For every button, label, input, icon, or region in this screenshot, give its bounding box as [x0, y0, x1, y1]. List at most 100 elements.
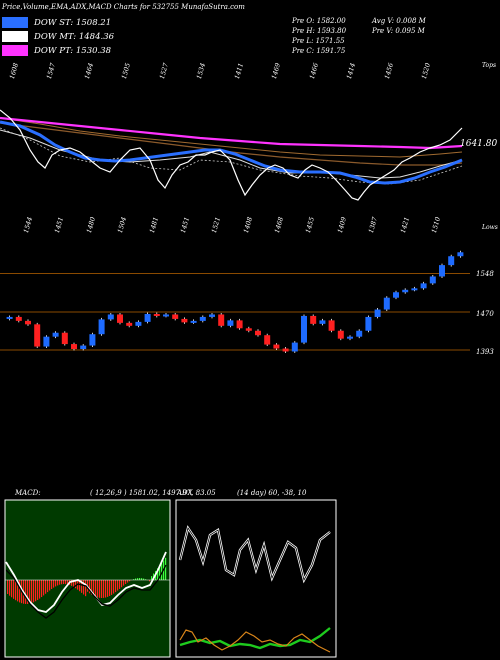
- macd-bar: [127, 580, 129, 583]
- macd-bar: [27, 580, 29, 604]
- price-level-1548: 1548: [476, 270, 494, 278]
- candle-body: [264, 335, 271, 345]
- candle-body: [15, 316, 22, 321]
- candle-body: [6, 316, 13, 319]
- adx-plus-di-line: [179, 627, 331, 650]
- macd-bar: [95, 580, 97, 597]
- macd-bar: [161, 563, 163, 580]
- macd-bar: [35, 580, 37, 602]
- candle-body: [98, 319, 105, 335]
- macd-bar: [49, 580, 51, 591]
- macd-bar: [11, 580, 13, 598]
- macd-bar: [135, 578, 137, 580]
- adx-white-line-shadow: [179, 527, 331, 582]
- ema-label-tops: Tops: [482, 62, 497, 69]
- macd-bar: [37, 580, 39, 600]
- candle-body: [52, 332, 59, 337]
- macd-params: ( 12,26,9 ) 1581.02, 1497.97, 83.05: [90, 489, 216, 497]
- candle-body: [218, 314, 225, 326]
- candle-body: [411, 288, 418, 291]
- candle-body: [236, 320, 243, 329]
- stat-open: Pre O: 1582.00: [292, 17, 346, 25]
- candle-body: [374, 309, 381, 317]
- macd-bar: [129, 580, 131, 582]
- candle-body: [190, 320, 197, 323]
- candle-body: [448, 256, 455, 266]
- candle-body: [291, 342, 298, 352]
- legend-dow-pt: DOW PT: 1530.38: [2, 45, 111, 56]
- candle-body: [365, 316, 372, 331]
- candle-body: [328, 320, 335, 331]
- candle-body: [439, 265, 445, 277]
- candle-body: [144, 313, 151, 322]
- macd-bar: [123, 580, 125, 586]
- macd-bar: [117, 580, 119, 591]
- macd-bar: [133, 579, 135, 580]
- candle-body: [227, 320, 234, 326]
- macd-bar: [19, 580, 21, 603]
- candle-body: [457, 252, 464, 257]
- macd-bar: [13, 580, 15, 599]
- macd-bar: [55, 580, 57, 587]
- macd-bar: [63, 580, 65, 585]
- macd-bar: [45, 580, 47, 594]
- macd-bar: [121, 580, 123, 588]
- candle-body: [61, 332, 68, 345]
- candle-body: [80, 345, 87, 350]
- adx-minus-di-line: [179, 629, 331, 653]
- dow-mt-label: DOW MT: 1484.36: [34, 32, 115, 42]
- macd-bar: [113, 580, 115, 594]
- macd-bar: [137, 578, 139, 580]
- macd-signal-line: [5, 564, 167, 619]
- candle-body: [393, 292, 399, 298]
- candle-body: [34, 324, 41, 347]
- candle-body: [319, 320, 326, 324]
- macd-bar: [85, 580, 87, 597]
- macd-panel: [4, 499, 171, 658]
- candle-body: [273, 344, 280, 349]
- macd-bar: [143, 578, 145, 580]
- candle-body: [181, 318, 188, 323]
- candle-body: [282, 348, 289, 352]
- macd-bar: [159, 565, 161, 580]
- macd-bar: [157, 568, 159, 580]
- macd-bar: [103, 580, 105, 598]
- candle-body: [126, 322, 133, 326]
- candle-body: [172, 314, 179, 319]
- candle-body: [89, 334, 96, 346]
- candle-body: [163, 314, 169, 317]
- macd-bar: [75, 580, 77, 589]
- ema-band-brown-2: [0, 117, 463, 158]
- macd-bar: [51, 580, 53, 589]
- candle-body: [107, 314, 114, 320]
- candle-body: [337, 330, 344, 339]
- macd-bar: [107, 580, 109, 597]
- macd-bar: [97, 580, 99, 598]
- candle-body: [209, 314, 215, 317]
- macd-bar: [9, 580, 11, 596]
- stat-avg-volume: Avg V: 0.008 M: [372, 17, 426, 25]
- candle-body: [135, 321, 142, 326]
- ema-blue-st: [0, 120, 463, 185]
- adx-label: ADX: [177, 489, 193, 497]
- price-level-1393: 1393: [476, 348, 494, 356]
- macd-bar: [61, 580, 63, 585]
- ema-band-brown-1: [0, 122, 463, 166]
- macd-bar: [17, 580, 19, 602]
- macd-bar: [25, 580, 27, 604]
- ema-pink-pt: [0, 116, 463, 150]
- macd-line: [5, 551, 167, 613]
- candle-body: [383, 297, 390, 310]
- macd-bar: [81, 580, 83, 593]
- adx-params: (14 day) 60, -38, 10: [237, 489, 307, 497]
- dow-st-swatch: [2, 17, 28, 28]
- legend-dow-st: DOW ST: 1508.21: [2, 17, 111, 28]
- candle-body: [420, 283, 427, 289]
- macd-bar: [101, 580, 103, 598]
- macd-bar: [29, 580, 31, 604]
- macd-bar: [145, 579, 147, 580]
- stat-high: Pre H: 1593.80: [292, 27, 347, 35]
- candle-body: [356, 330, 363, 337]
- macd-bar: [15, 580, 17, 601]
